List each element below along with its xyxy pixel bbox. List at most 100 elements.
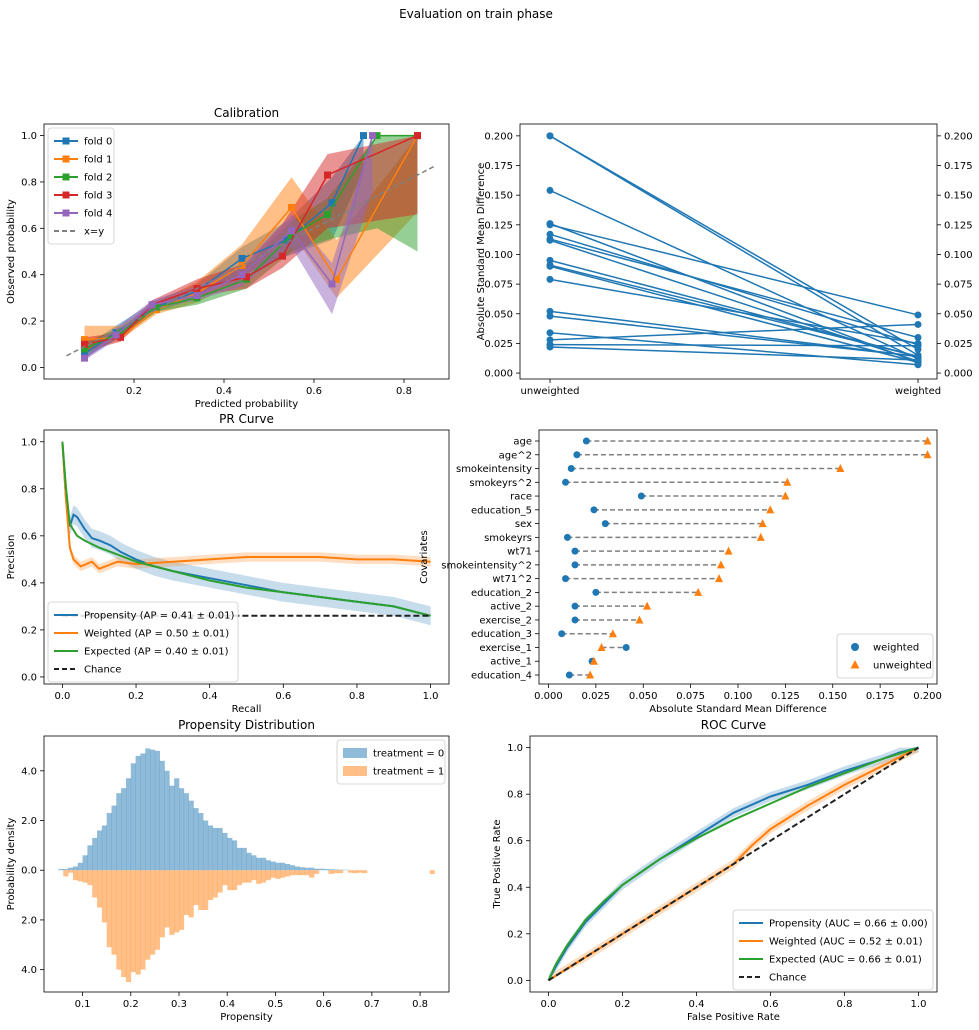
weighted-point bbox=[567, 465, 575, 473]
x-tick-label: 0.2 bbox=[615, 999, 631, 1010]
data-point bbox=[914, 333, 922, 341]
unweighted-point bbox=[635, 615, 644, 624]
series-line bbox=[547, 746, 919, 981]
covariate-label: race bbox=[510, 492, 532, 503]
x-tick-label: 0.000 bbox=[534, 691, 563, 702]
legend-patch bbox=[343, 748, 367, 758]
x-tick-label: 0.5 bbox=[267, 999, 283, 1010]
histogram-bar bbox=[280, 862, 286, 871]
legend-label: Propensity (AP = 0.41 ± 0.01) bbox=[84, 611, 234, 622]
histogram-bar bbox=[207, 825, 214, 871]
histogram-bar bbox=[150, 749, 156, 871]
weighted-point bbox=[562, 575, 570, 583]
y-tick-label: 0.050 bbox=[944, 309, 973, 320]
histogram-bar bbox=[304, 870, 310, 876]
x-tick-label: 0.175 bbox=[866, 691, 895, 702]
slope-line bbox=[549, 233, 919, 346]
y-tick-label: 0.175 bbox=[484, 161, 513, 172]
y-tick-label: 4.0 bbox=[21, 965, 37, 976]
histogram-bar bbox=[121, 870, 127, 978]
data-point bbox=[117, 329, 124, 337]
y-tick-label: 0.6 bbox=[21, 531, 37, 542]
covariate-label: exercise_2 bbox=[479, 615, 532, 626]
chart-title: Calibration bbox=[214, 106, 279, 120]
figure-suptitle: Evaluation on train phase bbox=[399, 7, 553, 21]
y-tick-label: 0.000 bbox=[484, 369, 513, 380]
unweighted-point bbox=[756, 532, 765, 541]
unweighted-point bbox=[597, 642, 606, 651]
histogram-bar bbox=[188, 870, 194, 918]
histogram-bar bbox=[116, 793, 122, 871]
legend-label: fold 2 bbox=[84, 173, 112, 184]
x-axis-label: False Positive Rate bbox=[687, 1012, 780, 1023]
unweighted-point bbox=[716, 560, 725, 569]
y-tick-label: 1.0 bbox=[507, 743, 523, 754]
histogram-bar bbox=[236, 847, 242, 871]
histogram-bar bbox=[154, 750, 161, 871]
data-point bbox=[238, 254, 246, 262]
y-tick-label: 2.0 bbox=[21, 816, 37, 827]
histogram-bar bbox=[333, 870, 339, 874]
covariate-label: wt71^2 bbox=[492, 574, 532, 585]
histogram-bar bbox=[169, 870, 175, 935]
plot-frame bbox=[519, 123, 938, 380]
data-point bbox=[546, 312, 554, 320]
slope-line bbox=[549, 278, 919, 345]
covariate-label: active_2 bbox=[490, 602, 532, 613]
covariate-label: sex bbox=[515, 519, 532, 530]
histogram-bar bbox=[169, 785, 175, 871]
plot-frame bbox=[43, 429, 450, 685]
y-tick-label: 0.2 bbox=[507, 929, 523, 940]
histogram-bar bbox=[217, 827, 223, 871]
unweighted-point bbox=[783, 477, 792, 486]
histogram-bar bbox=[121, 788, 127, 871]
data-point bbox=[914, 356, 922, 364]
legend-marker bbox=[62, 209, 70, 217]
x-tick-label: 0.4 bbox=[689, 999, 705, 1010]
x-tick-label: weighted bbox=[895, 386, 941, 397]
histogram-bar bbox=[188, 800, 194, 871]
slope-line bbox=[549, 135, 919, 356]
histogram-bar bbox=[68, 870, 74, 873]
histogram-bar bbox=[82, 870, 88, 883]
histogram-bar bbox=[227, 837, 233, 871]
histogram-bar bbox=[116, 870, 122, 970]
y-tick-label: 0.0 bbox=[21, 672, 37, 683]
x-tick-label: 0.100 bbox=[724, 691, 753, 702]
x-axis-label: Absolute Standard Mean Difference bbox=[649, 704, 827, 715]
y-tick-label: 0.6 bbox=[507, 836, 523, 847]
legend-marker bbox=[62, 137, 70, 145]
x-tick-label: 0.125 bbox=[771, 691, 800, 702]
histogram-bar bbox=[106, 870, 112, 948]
legend-patch bbox=[343, 766, 367, 776]
histogram-bar bbox=[198, 870, 204, 910]
chart-title: PR Curve bbox=[219, 412, 274, 426]
y-tick-label: 0.125 bbox=[944, 220, 973, 231]
histogram-bar bbox=[101, 825, 107, 871]
histogram-bar bbox=[265, 860, 271, 871]
histogram-bar bbox=[183, 793, 189, 871]
data-point bbox=[81, 354, 88, 362]
legend-label: Chance bbox=[84, 665, 121, 676]
histogram-bar bbox=[256, 870, 262, 884]
y-tick-label: 0.150 bbox=[944, 191, 973, 202]
calibration-chart: 0.2 0.4 0.6 0.8 0.0 0.2 0.4 0.6 0.8 1.0 Calibratio… bbox=[6, 106, 450, 410]
legend-label: weighted bbox=[873, 643, 919, 654]
x-tick-label: 0.8 bbox=[837, 999, 853, 1010]
legend-box bbox=[47, 601, 239, 683]
data-point bbox=[914, 311, 922, 319]
data-point bbox=[81, 350, 88, 357]
data-point bbox=[360, 132, 367, 140]
x-tick-label: 0.150 bbox=[818, 691, 847, 702]
data-point bbox=[546, 132, 554, 140]
histogram-bar bbox=[203, 820, 209, 871]
x-tick-label: 0.3 bbox=[171, 999, 187, 1010]
series-line bbox=[84, 135, 365, 355]
unweighted-point bbox=[766, 505, 775, 514]
weighted-point bbox=[571, 561, 579, 569]
histogram-bar bbox=[92, 870, 98, 898]
histogram-bar bbox=[212, 827, 218, 871]
histogram-bar bbox=[222, 832, 228, 871]
data-point bbox=[238, 261, 246, 269]
y-tick-label: 0.000 bbox=[944, 369, 973, 380]
